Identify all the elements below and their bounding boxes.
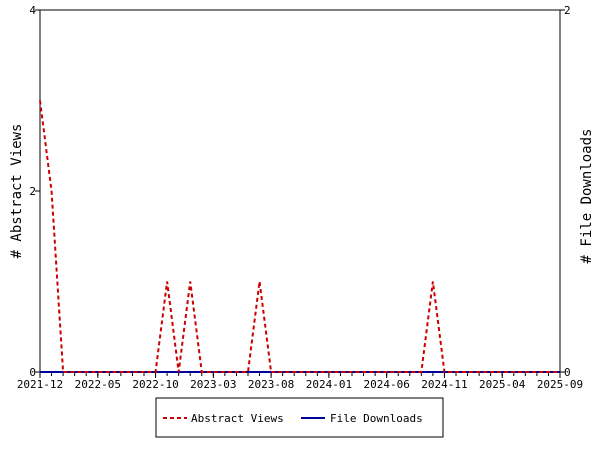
- left-y-axis-title: # Abstract Views: [9, 124, 25, 259]
- left-y-tick-label: 2: [29, 185, 36, 198]
- x-tick-label: 2021-12: [17, 378, 63, 391]
- series-layer: [39, 100, 560, 373]
- x-tick-label: 2025-09: [537, 378, 583, 391]
- x-tick-label: 2024-06: [363, 378, 409, 391]
- right-y-axis-title: # File Downloads: [579, 129, 595, 264]
- left-y-tick-label: 4: [29, 4, 36, 17]
- x-tick-label: 2025-04: [479, 378, 526, 391]
- legend: Abstract Views File Downloads: [155, 397, 444, 438]
- left-y-tick-label: 0: [29, 366, 36, 379]
- legend-box: [155, 397, 444, 438]
- legend-label-abstract-views: Abstract Views: [191, 412, 284, 425]
- plot-area: [39, 9, 561, 373]
- x-tick-label: 2022-05: [75, 378, 121, 391]
- x-tick-label: 2022-10: [132, 378, 178, 391]
- right-y-axis-ticks: 02: [560, 4, 571, 379]
- x-tick-label: 2023-03: [190, 378, 236, 391]
- x-tick-label: 2023-08: [248, 378, 294, 391]
- series-line-abstract-views: [39, 100, 560, 373]
- legend-label-file-downloads: File Downloads: [330, 412, 423, 425]
- left-y-axis-ticks: 0 2 4: [29, 4, 40, 379]
- x-axis-ticks: 2021-12 2022-05 2022-10 2023-03 2023-08 2024-…: [17, 372, 583, 391]
- x-tick-label: 2024-01: [306, 378, 352, 391]
- x-tick-label: 2024-11: [421, 378, 467, 391]
- right-y-tick-label: 2: [564, 4, 571, 17]
- right-y-tick-label: 0: [564, 366, 571, 379]
